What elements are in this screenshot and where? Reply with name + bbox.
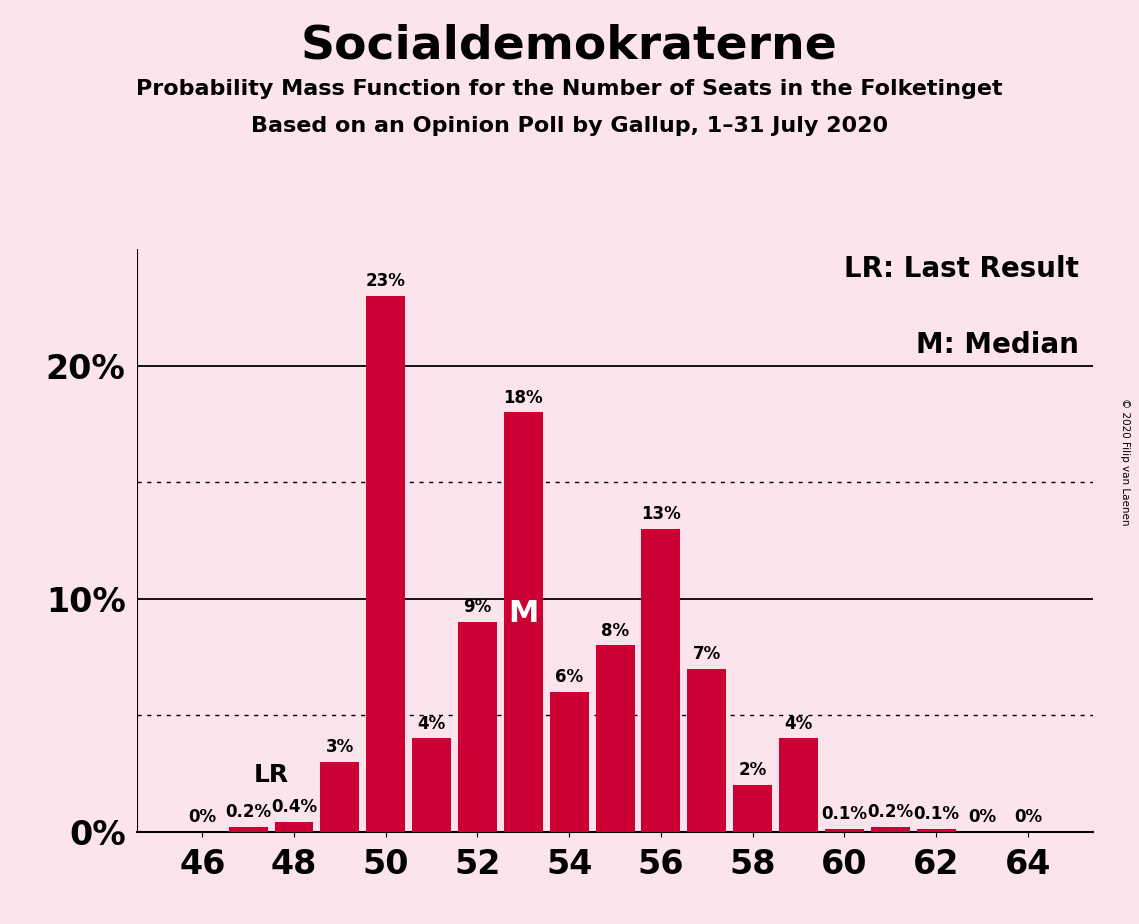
Text: 13%: 13% bbox=[641, 505, 681, 523]
Bar bbox=[779, 738, 818, 832]
Text: 18%: 18% bbox=[503, 389, 543, 407]
Text: 3%: 3% bbox=[326, 738, 354, 756]
Text: 0.1%: 0.1% bbox=[821, 806, 868, 823]
Bar bbox=[825, 829, 863, 832]
Bar bbox=[458, 622, 497, 832]
Bar bbox=[870, 827, 910, 832]
Text: 0.2%: 0.2% bbox=[226, 803, 271, 821]
Bar bbox=[734, 785, 772, 832]
Bar bbox=[596, 645, 634, 832]
Text: 8%: 8% bbox=[601, 622, 629, 639]
Bar bbox=[274, 822, 313, 832]
Bar bbox=[320, 761, 360, 832]
Text: Probability Mass Function for the Number of Seats in the Folketinget: Probability Mass Function for the Number… bbox=[137, 79, 1002, 99]
Text: 0%: 0% bbox=[968, 808, 995, 826]
Bar bbox=[641, 529, 680, 832]
Text: LR: Last Result: LR: Last Result bbox=[844, 255, 1079, 284]
Text: 7%: 7% bbox=[693, 645, 721, 663]
Bar bbox=[550, 692, 589, 832]
Text: © 2020 Filip van Laenen: © 2020 Filip van Laenen bbox=[1120, 398, 1130, 526]
Text: 0%: 0% bbox=[188, 808, 216, 826]
Text: LR: LR bbox=[254, 763, 288, 787]
Text: 0.4%: 0.4% bbox=[271, 798, 317, 817]
Text: 0%: 0% bbox=[1014, 808, 1042, 826]
Text: 6%: 6% bbox=[555, 668, 583, 686]
Text: Based on an Opinion Poll by Gallup, 1–31 July 2020: Based on an Opinion Poll by Gallup, 1–31… bbox=[251, 116, 888, 136]
Bar bbox=[503, 412, 543, 832]
Bar bbox=[367, 296, 405, 832]
Text: Socialdemokraterne: Socialdemokraterne bbox=[301, 23, 838, 68]
Text: 4%: 4% bbox=[785, 714, 812, 733]
Text: 2%: 2% bbox=[738, 761, 767, 779]
Text: 4%: 4% bbox=[418, 714, 445, 733]
Text: M: Median: M: Median bbox=[916, 331, 1079, 359]
Text: 0.1%: 0.1% bbox=[913, 806, 959, 823]
Bar bbox=[412, 738, 451, 832]
Bar bbox=[229, 827, 268, 832]
Text: 0.2%: 0.2% bbox=[867, 803, 913, 821]
Text: 23%: 23% bbox=[366, 273, 405, 290]
Text: 9%: 9% bbox=[464, 598, 492, 616]
Bar bbox=[687, 669, 727, 832]
Bar bbox=[917, 829, 956, 832]
Text: M: M bbox=[508, 599, 539, 628]
